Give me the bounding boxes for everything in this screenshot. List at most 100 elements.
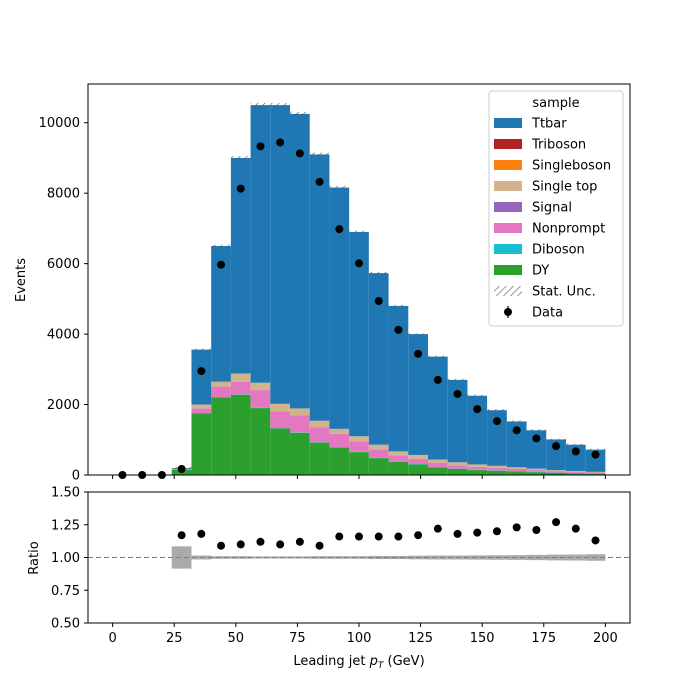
bar-dy bbox=[349, 452, 369, 475]
data-point bbox=[315, 177, 324, 186]
data-point bbox=[276, 138, 285, 147]
stat-unc-hatch bbox=[487, 409, 507, 412]
stat-unc-hatch bbox=[230, 156, 251, 160]
x-axis-label: Leading jet pT (GeV) bbox=[293, 654, 424, 671]
stat-unc-hatch bbox=[388, 304, 409, 307]
bar-nonprompt bbox=[368, 449, 389, 458]
bar-nonprompt bbox=[565, 471, 586, 473]
bar-single-top bbox=[546, 470, 566, 472]
ratio-point bbox=[335, 532, 344, 541]
bar-nonprompt bbox=[585, 472, 606, 474]
bar-single-top bbox=[211, 381, 231, 387]
stat-unc-hatch bbox=[506, 420, 527, 423]
ratio-point bbox=[552, 518, 561, 527]
bar-nonprompt bbox=[427, 462, 448, 467]
bar-ttbar bbox=[388, 305, 409, 452]
legend-swatch-hatch bbox=[494, 286, 522, 296]
data-point bbox=[236, 184, 245, 193]
x-tick-label: 25 bbox=[166, 631, 183, 646]
x-tick-label: 125 bbox=[408, 631, 433, 646]
bar-ttbar bbox=[408, 334, 428, 455]
ratio-y-tick-label: 0.50 bbox=[51, 617, 80, 632]
bar-dy bbox=[230, 394, 251, 475]
data-point bbox=[217, 260, 226, 269]
legend-marker bbox=[504, 308, 512, 316]
ratio-point bbox=[256, 537, 265, 546]
bar-dy bbox=[447, 469, 468, 475]
bar-single-top bbox=[467, 464, 488, 467]
bar-dy bbox=[388, 461, 409, 475]
main-panel: 0 2000 4000 6000 8000 10000 Events sample Ttba… bbox=[14, 83, 631, 484]
legend-entry-label: Diboson bbox=[532, 243, 585, 258]
bar-dy bbox=[191, 413, 212, 475]
y-axis-label-main: Events bbox=[14, 258, 29, 302]
bar-single-top bbox=[368, 444, 389, 450]
ratio-point bbox=[236, 540, 245, 549]
stat-unc-hatch bbox=[546, 438, 566, 441]
ratio-point bbox=[197, 529, 206, 538]
bar-ttbar bbox=[191, 349, 212, 405]
legend-swatch bbox=[494, 244, 522, 254]
x-tick-label: 50 bbox=[228, 631, 245, 646]
legend: sample Ttbar Triboson Singleboson Single top… bbox=[488, 90, 624, 327]
bar-single-top bbox=[585, 471, 606, 473]
bar-ttbar bbox=[506, 421, 527, 468]
ratio-point bbox=[355, 532, 363, 541]
legend-swatch bbox=[494, 139, 522, 149]
legend-swatch bbox=[494, 202, 522, 212]
ratio-point bbox=[492, 527, 501, 536]
ratio-unc-bin bbox=[388, 555, 409, 560]
stacked-bars bbox=[171, 105, 606, 475]
stat-unc-hatch bbox=[408, 333, 428, 336]
data-point bbox=[414, 349, 423, 358]
data-points bbox=[118, 138, 600, 479]
data-point bbox=[295, 149, 304, 158]
data-point bbox=[256, 142, 265, 151]
bar-dy bbox=[290, 432, 310, 475]
bar-dy bbox=[309, 442, 330, 475]
bar-single-top bbox=[329, 428, 350, 434]
ratio-unc-bin bbox=[565, 554, 586, 561]
ratio-panel: 0.50 0.75 1.00 1.25 1.50 0 25 50 75 100 125 150 175… bbox=[27, 486, 631, 671]
bar-dy bbox=[526, 472, 547, 475]
data-point bbox=[355, 259, 363, 268]
bar-dy bbox=[368, 458, 389, 475]
bar-single-top bbox=[565, 471, 586, 472]
ratio-unc-bin bbox=[171, 546, 192, 569]
bar-dy bbox=[585, 473, 606, 475]
data-point bbox=[473, 405, 482, 414]
bar-dy bbox=[506, 471, 527, 475]
x-tick-label: 75 bbox=[289, 631, 306, 646]
stat-unc-hatch bbox=[447, 378, 468, 381]
x-tick-label: 100 bbox=[347, 631, 372, 646]
bar-single-top bbox=[230, 373, 251, 382]
y-tick-label: 8000 bbox=[47, 187, 80, 202]
y-tick-label: 4000 bbox=[47, 328, 80, 343]
stat-unc-hatch bbox=[250, 102, 271, 108]
stat-unc-hatch bbox=[329, 185, 350, 190]
bar-nonprompt bbox=[408, 458, 428, 465]
stat-unc-hatch bbox=[585, 448, 606, 451]
ratio-point bbox=[177, 531, 186, 540]
main-x-ticks bbox=[112, 475, 606, 479]
bar-nonprompt bbox=[506, 469, 527, 472]
bar-dy bbox=[427, 467, 448, 475]
ratio-unc-bin bbox=[427, 555, 448, 560]
legend-entry-label: Singleboson bbox=[532, 159, 611, 174]
ratio-y-tick-label: 1.00 bbox=[51, 551, 80, 566]
bar-nonprompt bbox=[250, 390, 271, 408]
bar-dy bbox=[329, 447, 350, 475]
stat-unc-hatch bbox=[467, 394, 488, 397]
bar-nonprompt bbox=[329, 433, 350, 448]
ratio-point bbox=[532, 525, 541, 534]
bar-dy bbox=[546, 472, 566, 475]
legend-swatch bbox=[494, 223, 522, 233]
data-point bbox=[512, 426, 521, 435]
data-point bbox=[571, 447, 580, 456]
ratio-unc-bin bbox=[309, 556, 330, 559]
bar-ttbar bbox=[309, 154, 330, 421]
stat-unc-hatch bbox=[349, 230, 369, 234]
bar-dy bbox=[250, 408, 271, 475]
legend-swatch bbox=[494, 160, 522, 170]
data-point bbox=[197, 367, 206, 376]
